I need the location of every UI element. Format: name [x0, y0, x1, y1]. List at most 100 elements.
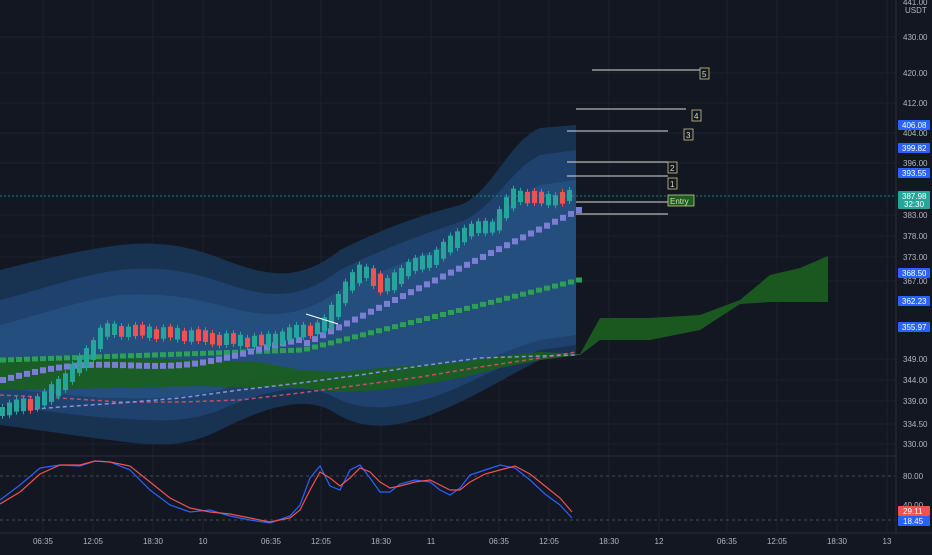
slow-ma-point [96, 354, 102, 360]
slow-ma-point [216, 350, 222, 356]
candle [280, 328, 285, 347]
fast-ma-point [384, 300, 390, 307]
fast-ma-point [368, 308, 374, 315]
svg-text:399.82: 399.82 [902, 144, 927, 153]
fast-ma-point [16, 372, 22, 379]
fast-ma-point [432, 277, 438, 284]
trend-line[interactable] [305, 313, 339, 325]
slow-ma-point [456, 307, 462, 313]
time-scale[interactable] [0, 533, 932, 550]
candle [154, 326, 159, 343]
fast-ma-point [64, 363, 70, 370]
fast-ma-point [192, 360, 198, 367]
candle [245, 334, 250, 351]
target-level[interactable]: 1 [567, 175, 678, 190]
price-tag: 362.23 [898, 296, 930, 306]
candle [301, 321, 306, 341]
slow-ma-point [496, 297, 502, 303]
candle [364, 263, 369, 282]
fast-ma-point [200, 359, 206, 366]
target-level[interactable]: 4 [576, 108, 702, 122]
fast-ma-point [320, 332, 326, 339]
svg-text:18.45: 18.45 [903, 517, 924, 526]
slow-ma-point [128, 353, 134, 359]
baseline-dashed-violet [0, 354, 577, 413]
candle [322, 314, 327, 335]
svg-text:Entry: Entry [670, 197, 689, 206]
target-level[interactable]: Entry [576, 194, 695, 207]
time-label: 06:35 [261, 537, 282, 546]
fast-ma-point [512, 238, 518, 245]
fast-ma-point [160, 362, 166, 369]
slow-ma-point [200, 350, 206, 356]
price-tag: 399.82 [898, 143, 930, 153]
candle [91, 337, 96, 363]
currency-label: USDT [905, 6, 927, 15]
slow-ma-point [56, 355, 62, 361]
candle [350, 269, 355, 294]
fast-ma-point [336, 324, 342, 331]
target-level[interactable]: 5 [592, 67, 710, 80]
fast-ma-point [152, 362, 158, 369]
fast-ma-point [208, 358, 214, 365]
time-label: 18:30 [371, 537, 392, 546]
candle [329, 301, 334, 333]
time-label: 18:30 [599, 537, 620, 546]
slow-ma-point [376, 328, 382, 334]
candle [469, 220, 474, 240]
candle [231, 330, 236, 347]
price-tick: 378.00 [903, 232, 928, 241]
slow-ma-point [288, 347, 294, 353]
candle [343, 278, 348, 307]
candle [105, 320, 110, 340]
fast-ma-point [360, 312, 366, 319]
slow-ma-point [504, 295, 510, 301]
slow-ma-point [336, 338, 342, 344]
target-level[interactable]: 3 [567, 128, 694, 141]
target-level[interactable]: 2 [567, 161, 678, 174]
candle [392, 269, 397, 294]
slow-ma-point [416, 318, 422, 324]
candle [56, 375, 61, 400]
slow-ma-point [208, 350, 214, 356]
candle [518, 187, 523, 206]
time-label: 06:35 [489, 537, 510, 546]
candle [63, 370, 68, 393]
fast-ma-point [104, 361, 110, 368]
slow-ma-point [24, 356, 30, 362]
slow-ma-point [176, 351, 182, 357]
slow-ma-point [408, 320, 414, 326]
slow-ma-point [296, 347, 302, 353]
fast-ma-point [528, 230, 534, 237]
candle [378, 270, 383, 296]
slow-ma-point [16, 356, 22, 362]
fast-ma-point [472, 257, 478, 264]
slow-ma-point [112, 353, 118, 359]
fast-ma-point [144, 362, 150, 369]
svg-text:32:30: 32:30 [904, 200, 925, 209]
svg-text:3: 3 [686, 131, 691, 140]
candle [0, 404, 5, 419]
time-label: 11 [427, 537, 436, 546]
price-tick: 373.00 [903, 253, 928, 262]
fast-ma-point [168, 362, 174, 369]
osc-tick: 80.00 [903, 472, 924, 481]
fast-ma-point [344, 320, 350, 327]
price-tag: 368.50 [898, 268, 930, 278]
fast-ma-point [88, 361, 94, 368]
fast-ma-point [400, 293, 406, 300]
fast-ma-point [392, 297, 398, 303]
candle [161, 324, 166, 342]
candle [287, 324, 292, 344]
candle [133, 321, 138, 340]
candle [560, 188, 565, 207]
price-tick: 330.00 [903, 440, 928, 449]
slow-ma-point [72, 355, 78, 361]
price-tick: 430.00 [903, 33, 928, 42]
fast-ma-point [304, 340, 310, 347]
fast-ma-point [24, 370, 30, 377]
candle [147, 323, 152, 341]
time-label: 06:35 [33, 537, 54, 546]
